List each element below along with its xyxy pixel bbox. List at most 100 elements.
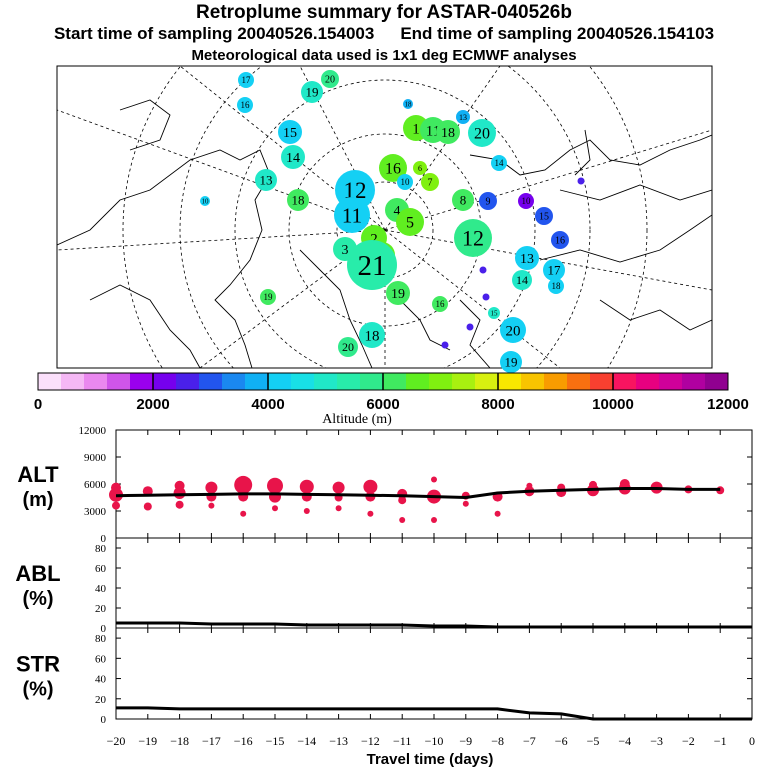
trajectory-marker-label: 20 xyxy=(474,126,490,143)
colorbar-swatch xyxy=(682,373,706,390)
trajectory-marker-label: 3 xyxy=(342,243,349,258)
trajectory-dot xyxy=(479,266,487,274)
x-tick-label: −20 xyxy=(107,734,126,748)
trajectory-marker-label: 15 xyxy=(283,126,297,141)
colorbar-swatch xyxy=(61,373,85,390)
trajectory-marker-label: 17 xyxy=(548,263,562,278)
altitude-point xyxy=(240,510,247,517)
trajectory-marker xyxy=(535,207,553,225)
colorbar-swatch xyxy=(659,373,683,390)
trajectory-marker xyxy=(386,281,410,305)
trajectory-marker xyxy=(278,120,302,144)
trajectory-marker xyxy=(338,337,358,357)
y-tick-label: 60 xyxy=(95,563,107,575)
trajectory-marker xyxy=(260,289,276,305)
altitude-colorbar: 0 2000 4000 6000 8000 10000 12000 xyxy=(34,372,749,413)
colorbar-swatch xyxy=(705,373,729,390)
trajectory-marker-label: 16 xyxy=(241,100,251,110)
trajectory-marker xyxy=(200,196,210,206)
trajectory-marker-label: 14 xyxy=(516,273,528,287)
colorbar-swatch xyxy=(452,373,476,390)
trajectory-marker xyxy=(301,81,323,103)
x-tick-label: −16 xyxy=(234,734,253,748)
str-fraction-line xyxy=(116,706,752,721)
trajectory-marker xyxy=(413,161,427,175)
trajectory-marker-label: 20 xyxy=(342,340,354,354)
y-tick-label: 40 xyxy=(95,674,107,686)
x-tick-label: −13 xyxy=(329,734,348,748)
trajectory-marker-label: 8 xyxy=(460,193,467,208)
trajectory-marker-label: 7 xyxy=(428,178,433,189)
trajectory-marker xyxy=(500,317,526,343)
trajectory-marker-label: 18 xyxy=(365,328,380,344)
panel-unit: (%) xyxy=(22,588,53,610)
x-tick-label: −7 xyxy=(523,734,536,748)
colorbar-swatch xyxy=(636,373,660,390)
trajectory-marker xyxy=(359,322,385,348)
y-tick-label: 0 xyxy=(101,533,107,545)
y-tick-label: 80 xyxy=(95,543,107,555)
colorbar-tick-label: 4000 xyxy=(251,396,284,413)
trajectory-marker-label: 13 xyxy=(260,173,273,188)
altitude-point xyxy=(111,482,121,493)
trajectory-marker-label: 19 xyxy=(306,85,319,100)
x-tick-label: −1 xyxy=(714,734,727,748)
trajectory-marker xyxy=(397,174,413,190)
panel-unit: (%) xyxy=(22,679,53,701)
altitude-point xyxy=(399,517,406,523)
altitude-point xyxy=(526,482,533,489)
map-frame xyxy=(56,65,713,369)
colorbar-swatch xyxy=(130,373,154,390)
end-time-label: End time of sampling 20040526.154103 xyxy=(400,24,715,43)
x-tick-label: −6 xyxy=(555,734,568,748)
trajectory-marker xyxy=(512,270,532,290)
trajectory-marker-label: 10 xyxy=(522,196,532,206)
trajectory-marker-label: 10 xyxy=(401,177,411,187)
trajectory-marker xyxy=(347,240,397,290)
start-time-label: Start time of sampling 20040526.154003 xyxy=(53,24,375,43)
x-tick-label: −10 xyxy=(425,734,444,748)
trajectory-marker-label: 13 xyxy=(459,113,467,122)
trajectory-marker xyxy=(551,231,569,249)
colorbar-tick-label: 12000 xyxy=(707,396,749,413)
trajectory-marker xyxy=(452,189,474,211)
trajectory-marker-label: 17 xyxy=(242,75,252,85)
colorbar-swatch xyxy=(153,373,177,390)
panel-frame xyxy=(115,537,753,629)
altitude-point xyxy=(175,500,184,509)
trajectory-marker xyxy=(403,99,413,109)
colorbar-swatch xyxy=(498,373,522,390)
x-tick-label: −11 xyxy=(393,734,411,748)
map-background xyxy=(57,66,712,368)
trajectory-marker-label: 9 xyxy=(486,197,491,208)
colorbar-swatch xyxy=(521,373,545,390)
trajectory-marker-label: 14 xyxy=(286,151,300,166)
altitude-point xyxy=(143,502,152,511)
panel-label: STR xyxy=(16,652,60,677)
altitude-point xyxy=(494,510,501,517)
trajectory-marker xyxy=(281,145,305,169)
abl-fraction-line xyxy=(116,621,752,629)
altitude-point xyxy=(589,480,597,489)
y-tick-label: 80 xyxy=(95,633,107,645)
y-tick-label: 3000 xyxy=(84,506,107,518)
trajectory-marker xyxy=(548,278,564,294)
altitude-point xyxy=(112,501,120,510)
colorbar-swatch xyxy=(429,373,453,390)
trajectory-marker-label: 20 xyxy=(325,75,335,86)
altitude-point xyxy=(335,505,342,512)
chart-title: Retroplume summary for ASTAR-040526b xyxy=(196,2,572,23)
trajectory-marker-label: 19 xyxy=(264,292,274,302)
y-tick-label: 40 xyxy=(95,583,107,595)
colorbar-swatch xyxy=(383,373,407,390)
colorbar-swatch xyxy=(176,373,200,390)
colorbar-swatch xyxy=(567,373,591,390)
altitude-point xyxy=(208,502,215,509)
trajectory-marker xyxy=(479,192,497,210)
y-tick-label: 6000 xyxy=(84,479,107,491)
colorbar-swatch xyxy=(337,373,361,390)
trajectory-marker xyxy=(491,155,507,171)
